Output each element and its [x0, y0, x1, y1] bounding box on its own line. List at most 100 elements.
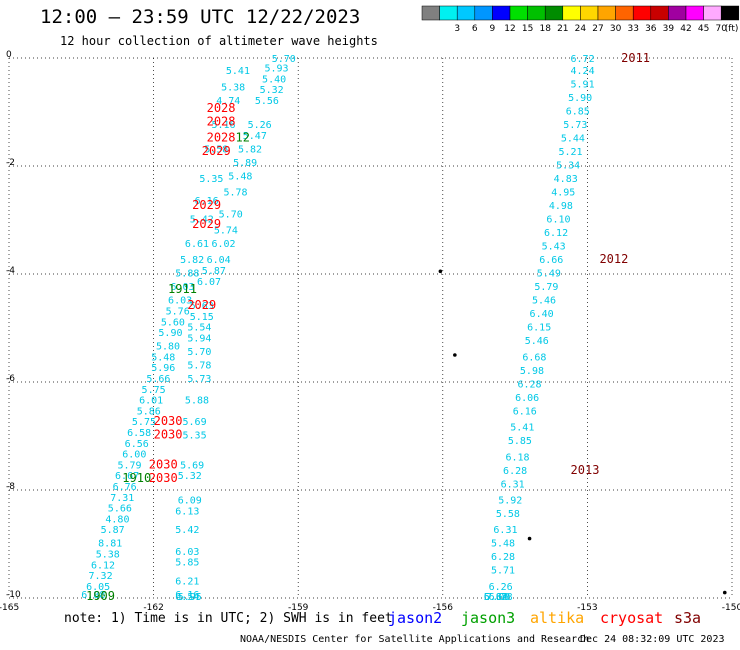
swh-value-label: 5.35: [199, 174, 223, 185]
swh-value-label: 5.63: [190, 301, 214, 312]
swh-value-label: 4.80: [105, 514, 129, 525]
legend-swatch: [509, 5, 528, 21]
swh-value-label: 5.78: [187, 361, 211, 372]
swh-value-label: 5.21: [558, 147, 582, 158]
swh-value-label: 5.89: [233, 158, 257, 169]
swh-value-label: 5.74: [214, 226, 238, 237]
swh-value-label: 6.88: [81, 590, 105, 601]
swh-value-label: 6.40: [530, 309, 554, 320]
color-legend: 3 6 9 12 15 18 21 24 27 30 33 36 39 42 45 70(ft): [421, 5, 740, 34]
swh-value-label: 5.58: [204, 145, 228, 156]
swh-value-label: 6.03: [168, 296, 192, 307]
swh-value-label: 6.18: [505, 452, 529, 463]
legend-swatch: [474, 5, 493, 21]
swh-value-label: 5.78: [223, 188, 247, 199]
pass-time-label: 2030: [154, 428, 183, 442]
y-tick-label: -10: [6, 590, 21, 600]
swh-value-label: 4.98: [549, 201, 573, 212]
swh-value-label: 5.90: [158, 328, 182, 339]
satellite-altika: altika: [530, 609, 585, 627]
footer-timestamp: Dec 24 08:32:09 UTC 2023: [580, 634, 725, 645]
satellite-jason3: jason3: [461, 609, 516, 627]
y-tick-label: -6: [6, 374, 15, 384]
footer-note: note: 1) Time is in UTC; 2) SWH is in fe…: [64, 611, 393, 626]
swh-value-label: 5.88: [185, 396, 209, 407]
legend-label: 21: [557, 24, 568, 34]
swh-value-label: 5.60: [161, 317, 185, 328]
swh-value-label: 5.79: [534, 282, 558, 293]
pass-time-label: 2029: [192, 217, 221, 231]
legend-label: 39: [663, 24, 675, 34]
y-tick-label: -8: [6, 482, 15, 492]
x-tick-label: -150: [722, 603, 740, 613]
swh-value-label: 5.46: [532, 296, 556, 307]
swh-value-label: 5.48: [151, 352, 175, 363]
swh-value-label: 5.94: [187, 334, 211, 345]
x-tick-label: -153: [577, 603, 597, 613]
pass-time-label: 2029: [192, 198, 221, 212]
swh-value-label: 5.86: [137, 406, 161, 417]
x-tick-label: -162: [143, 603, 163, 613]
swh-value-label: 6.28: [503, 466, 527, 477]
swh-value-label: 6.12: [91, 560, 115, 571]
swh-value-label: 5.88: [175, 269, 199, 280]
pass-time-label: 2029: [202, 144, 231, 158]
swh-value-label: 5.71: [491, 566, 515, 577]
legend-swatch: [544, 5, 564, 21]
swh-value-label: 6.16: [195, 196, 219, 207]
swh-value-label: 6.28: [518, 379, 542, 390]
legend-label: 33: [627, 24, 638, 34]
swh-value-label: 6.66: [539, 255, 563, 266]
swh-value-label: 4.74: [216, 96, 240, 107]
swh-value-label: 5.69: [180, 460, 204, 471]
swh-value-label: 5.49: [537, 269, 561, 280]
legend-unit: (ft): [725, 24, 739, 34]
swh-value-label: 5.73: [563, 120, 587, 131]
swh-value-label: 6.00: [122, 450, 146, 461]
swh-value-label: 6.03: [175, 547, 199, 558]
swh-value-label: 5.42: [190, 215, 214, 226]
pass-time-label: 2028: [207, 131, 236, 145]
legend-swatch: [456, 5, 476, 21]
swh-value-label: 6.54: [175, 592, 199, 603]
x-tick-label: -159: [288, 603, 309, 613]
legend-swatch: [580, 5, 599, 21]
swh-value-label: 5.85: [175, 558, 199, 569]
swh-value-label: 5.82: [180, 255, 204, 266]
swh-value-label: 5.82: [484, 592, 508, 603]
y-tick-label: 0: [6, 50, 12, 60]
swh-value-label: 6.01: [139, 396, 163, 407]
swh-value-label: 5.82: [238, 145, 262, 156]
swh-value-label: 6.68: [522, 352, 546, 363]
swh-value-label: 6.31: [493, 525, 517, 536]
legend-swatch: [597, 5, 616, 21]
legend-label: 36: [645, 24, 657, 34]
land-point: [527, 536, 532, 541]
legend-swatch: [668, 5, 687, 21]
swh-value-label: 5.76: [166, 307, 190, 318]
swh-value-label: 6.16: [175, 590, 199, 601]
swh-value-label: 5.41: [510, 423, 534, 434]
satellite-jason2: jason2: [388, 609, 443, 627]
legend-swatch: [650, 5, 669, 21]
swh-value-label: 5.91: [571, 80, 595, 91]
swh-value-label: 6.76: [113, 482, 137, 493]
swh-value-label: 7.32: [89, 571, 113, 582]
plot-marks: 5.41 5.38 4.74 5.16 5.58 5.35 6.16 5.42 6.61 5.82…: [81, 51, 727, 603]
legend-label: 45: [698, 24, 709, 34]
swh-value-label: 5.79: [117, 460, 141, 471]
land-point: [438, 269, 443, 274]
swh-value-label: 5.47: [243, 131, 267, 142]
swh-value-label: 5.69: [183, 417, 207, 428]
swh-value-label: 7.00: [486, 592, 510, 603]
legend-swatch: [439, 5, 458, 21]
swh-value-label: 6.85: [566, 107, 590, 118]
swh-value-label: 6.02: [211, 239, 235, 250]
swh-value-label: 6.61: [185, 239, 209, 250]
pass-time-label: 2028: [207, 101, 236, 115]
swh-value-label: 5.32: [178, 471, 202, 482]
pass-time-label: 1909: [86, 589, 115, 603]
swh-value-label: 5.48: [491, 539, 515, 550]
swh-value-label: 5.70: [272, 54, 296, 65]
